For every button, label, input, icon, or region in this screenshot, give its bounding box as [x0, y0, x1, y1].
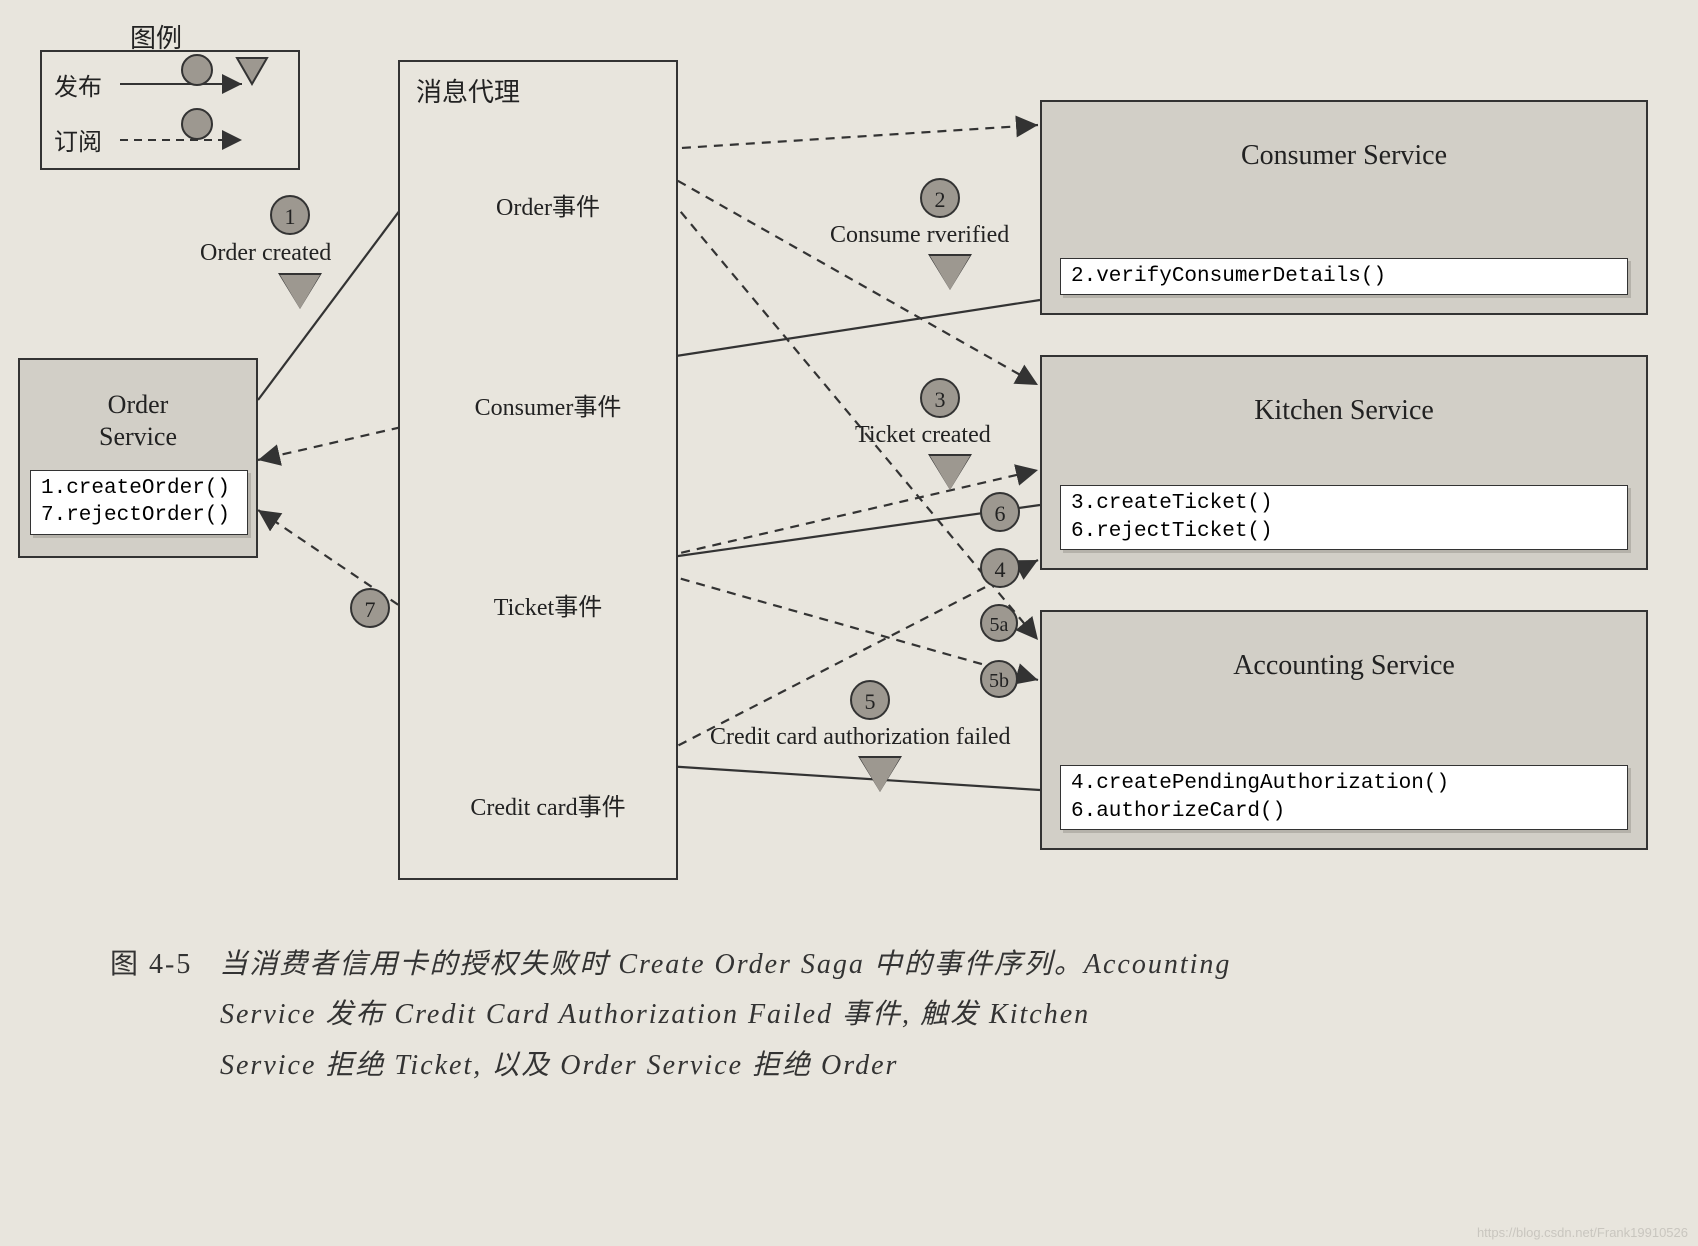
step-badge: 5a: [980, 604, 1018, 642]
service-title: Kitchen Service: [1042, 395, 1646, 427]
triangle-icon: [860, 758, 900, 792]
step-badge: 1: [270, 195, 310, 235]
diagram-canvas: 图例 发布 订阅 消息代理 Order Service 1.createOrde…: [0, 0, 1698, 1246]
legend-box: 发布 订阅: [40, 50, 300, 170]
step-badge: 5b: [980, 660, 1018, 698]
watermark: https://blog.csdn.net/Frank19910526: [1477, 1225, 1688, 1240]
step-badge: 2: [920, 178, 960, 218]
service-methods: 3.createTicket()6.rejectTicket(): [1060, 485, 1628, 550]
caption-line: 当消费者信用卡的授权失败时 Create Order Saga 中的事件序列。A…: [219, 949, 1231, 980]
event-label: Credit card authorization failed: [710, 724, 1011, 751]
service-box: Accounting Service 4.createPendingAuthori…: [1040, 610, 1648, 850]
method-line: 6.authorizeCard(): [1071, 798, 1617, 825]
method-line: 3.createTicket(): [1071, 490, 1617, 517]
step-badge: 6: [980, 492, 1020, 532]
method-line: 7.rejectOrder(): [41, 502, 237, 529]
service-box: Consumer Service 2.verifyConsumerDetails(…: [1040, 100, 1648, 315]
order-service-title1: Order: [20, 390, 256, 420]
method-line: 4.createPendingAuthorization(): [1071, 770, 1617, 797]
method-line: 1.createOrder(): [41, 475, 237, 502]
caption-line: Service 发布 Credit Card Authorization Fai…: [220, 999, 1090, 1030]
method-line: 6.rejectTicket(): [1071, 518, 1617, 545]
order-service-title2: Service: [20, 422, 256, 452]
event-label: Consume rverified: [830, 222, 1009, 249]
step-badge: 4: [980, 548, 1020, 588]
order-service-box: Order Service 1.createOrder() 7.rejectOr…: [18, 358, 258, 558]
event-label: Order created: [200, 240, 331, 267]
triangle-icon: [930, 456, 970, 490]
channel-label: Consumer事件: [438, 387, 658, 422]
broker-box: 消息代理: [398, 60, 678, 880]
service-methods: 4.createPendingAuthorization()6.authoriz…: [1060, 765, 1628, 830]
service-methods: 2.verifyConsumerDetails(): [1060, 258, 1628, 295]
triangle-icon: [930, 256, 970, 290]
event-label: Ticket created: [855, 422, 991, 449]
channel-label: Credit card事件: [438, 787, 658, 822]
step-badge: 5: [850, 680, 890, 720]
broker-title: 消息代理: [416, 72, 520, 109]
service-box: Kitchen Service 3.createTicket()6.rejectT…: [1040, 355, 1648, 570]
step-badge: 3: [920, 378, 960, 418]
step-badge: 7: [350, 588, 390, 628]
service-title: Accounting Service: [1042, 650, 1646, 682]
channel-label: Order事件: [438, 187, 658, 222]
caption-line: Service 拒绝 Ticket, 以及 Order Service 拒绝 O…: [220, 1050, 898, 1081]
channel-label: Ticket事件: [438, 587, 658, 622]
figure-caption: 图 4-5 当消费者信用卡的授权失败时 Create Order Saga 中的…: [110, 940, 1610, 1091]
legend-svg: [42, 52, 302, 172]
caption-prefix: 图 4-5: [110, 949, 192, 980]
triangle-icon: [280, 275, 320, 309]
method-line: 2.verifyConsumerDetails(): [1071, 263, 1617, 290]
order-service-methods: 1.createOrder() 7.rejectOrder(): [30, 470, 248, 535]
service-title: Consumer Service: [1042, 140, 1646, 172]
